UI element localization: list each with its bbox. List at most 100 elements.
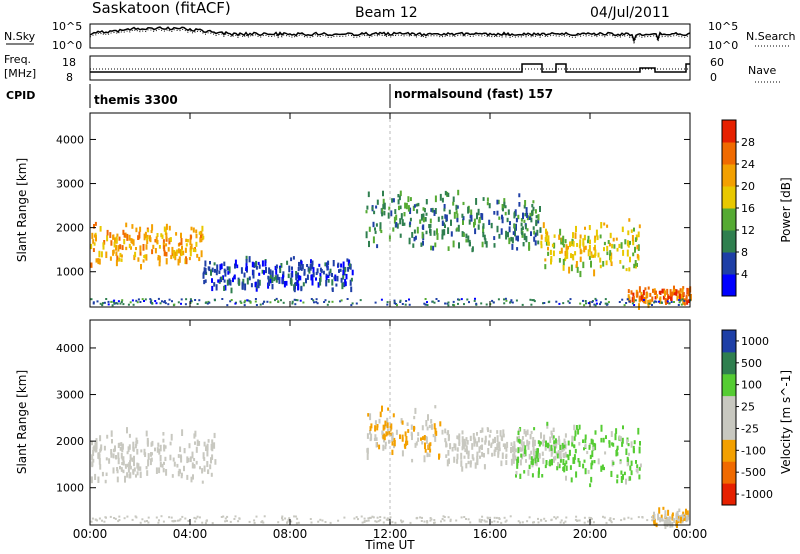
echo-cell [480, 302, 483, 305]
echo-cell [588, 245, 591, 252]
echo-cell [443, 208, 446, 212]
echo-cell [535, 221, 538, 225]
echo-cell [367, 413, 370, 417]
echo-cell [111, 304, 114, 307]
echo-cell [638, 466, 641, 471]
echo-cell [614, 433, 617, 441]
echo-cell [437, 300, 440, 302]
echo-cell [236, 264, 239, 269]
echo-cell [386, 417, 389, 424]
echo-cell [539, 441, 542, 445]
echo-cell [512, 231, 515, 235]
echo-cell [116, 302, 119, 305]
echo-cell [371, 515, 374, 518]
echo-cell [560, 519, 563, 522]
echo-cell [608, 242, 611, 247]
echo-cell [288, 517, 291, 520]
echo-cell [400, 213, 403, 220]
echo-cell [648, 302, 651, 305]
colorbar-segment [722, 274, 736, 297]
echo-cell [423, 520, 426, 523]
echo-cell [676, 516, 679, 519]
echo-cell [612, 442, 615, 447]
echo-cell [167, 247, 170, 252]
echo-cell [348, 260, 351, 265]
echo-cell [615, 237, 618, 241]
echo-cell [185, 243, 188, 247]
echo-cell [92, 446, 95, 451]
echo-cell [117, 300, 120, 303]
echo-cell [486, 202, 489, 206]
echo-cell [312, 272, 315, 278]
velocity-ylabel: Slant Range [km] [15, 370, 29, 474]
echo-cell [329, 521, 332, 524]
echo-cell [311, 263, 314, 269]
echo-cell [383, 435, 386, 441]
echo-cell [424, 298, 427, 300]
echo-cell [627, 230, 630, 236]
echo-cell [565, 516, 568, 519]
x-tick-label: 00:00 [673, 527, 708, 541]
echo-cell [678, 293, 681, 300]
echo-cell [452, 303, 455, 306]
echo-cell [587, 235, 590, 240]
echo-cell [132, 303, 135, 306]
echo-cell [98, 258, 101, 265]
echo-cell [541, 474, 544, 478]
echo-cell [543, 517, 546, 520]
echo-cell [401, 437, 404, 442]
echo-cell [526, 228, 529, 232]
echo-cell [226, 304, 229, 307]
echo-cell [489, 429, 492, 434]
echo-cell [651, 304, 653, 306]
echo-cell [254, 300, 257, 303]
echo-cell [424, 448, 427, 453]
echo-cell [201, 480, 204, 484]
echo-cell [682, 516, 685, 519]
echo-cell [421, 231, 424, 239]
echo-cell [531, 464, 534, 468]
echo-cell [408, 237, 411, 245]
echo-cell [154, 248, 157, 254]
echo-cell [473, 441, 476, 447]
echo-cell [375, 520, 378, 523]
echo-cell [539, 227, 542, 233]
echo-cell [496, 210, 499, 216]
echo-cell [408, 303, 411, 306]
echo-cell [275, 269, 278, 275]
echo-cell [587, 249, 590, 257]
echo-cell [489, 516, 492, 519]
echo-cell [186, 239, 189, 243]
echo-cell [95, 438, 98, 445]
echo-cell [242, 278, 245, 286]
echo-cell [622, 474, 624, 480]
echo-cell [681, 521, 684, 524]
echo-cell [192, 474, 194, 480]
echo-cell [210, 269, 212, 276]
echo-cell [620, 476, 623, 483]
echo-cell [266, 300, 269, 303]
echo-cell [518, 435, 520, 439]
echo-cell [519, 459, 522, 466]
echo-cell [514, 448, 517, 453]
echo-cell [669, 521, 672, 528]
echo-cell [217, 279, 220, 283]
echo-cell [155, 516, 158, 519]
freq-left-tick-top: 18 [62, 56, 76, 69]
echo-cell [410, 424, 413, 430]
echo-cell [397, 194, 400, 198]
echo-cell [434, 405, 437, 409]
echo-cell [653, 518, 656, 521]
echo-cell [584, 245, 587, 250]
echo-cell [207, 469, 210, 474]
echo-cell [577, 458, 580, 463]
echo-cell [106, 235, 109, 242]
echo-cell [180, 302, 182, 305]
echo-cell [388, 206, 391, 211]
echo-cell [245, 263, 248, 271]
echo-cell [554, 438, 557, 445]
echo-cell [613, 244, 616, 249]
echo-cell [518, 193, 521, 198]
echo-cell [579, 239, 582, 246]
